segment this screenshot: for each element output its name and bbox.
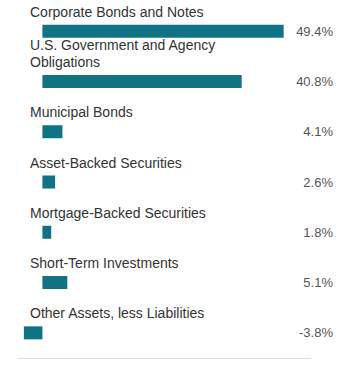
svg-text:Asset-Backed Securities: Asset-Backed Securities — [30, 155, 182, 171]
svg-text:-3.8%: -3.8% — [299, 325, 333, 340]
svg-text:Other Assets, less Liabilities: Other Assets, less Liabilities — [30, 305, 204, 321]
svg-text:Mortgage-Backed Securities: Mortgage-Backed Securities — [30, 205, 206, 221]
svg-text:U.S. Government and Agency: U.S. Government and Agency — [30, 37, 219, 53]
svg-text:Municipal Bonds: Municipal Bonds — [30, 104, 133, 120]
svg-text:49.4%: 49.4% — [296, 24, 333, 39]
svg-text:1.8%: 1.8% — [303, 225, 333, 240]
svg-text:5.1%: 5.1% — [303, 275, 333, 290]
svg-text:40.8%: 40.8% — [296, 74, 333, 89]
svg-text:Obligations: Obligations — [30, 54, 100, 70]
svg-text:4.1%: 4.1% — [303, 124, 333, 139]
svg-text:Short-Term Investments: Short-Term Investments — [30, 255, 179, 271]
svg-text:Corporate Bonds and Notes: Corporate Bonds and Notes — [30, 4, 204, 20]
svg-text:2.6%: 2.6% — [303, 175, 333, 190]
